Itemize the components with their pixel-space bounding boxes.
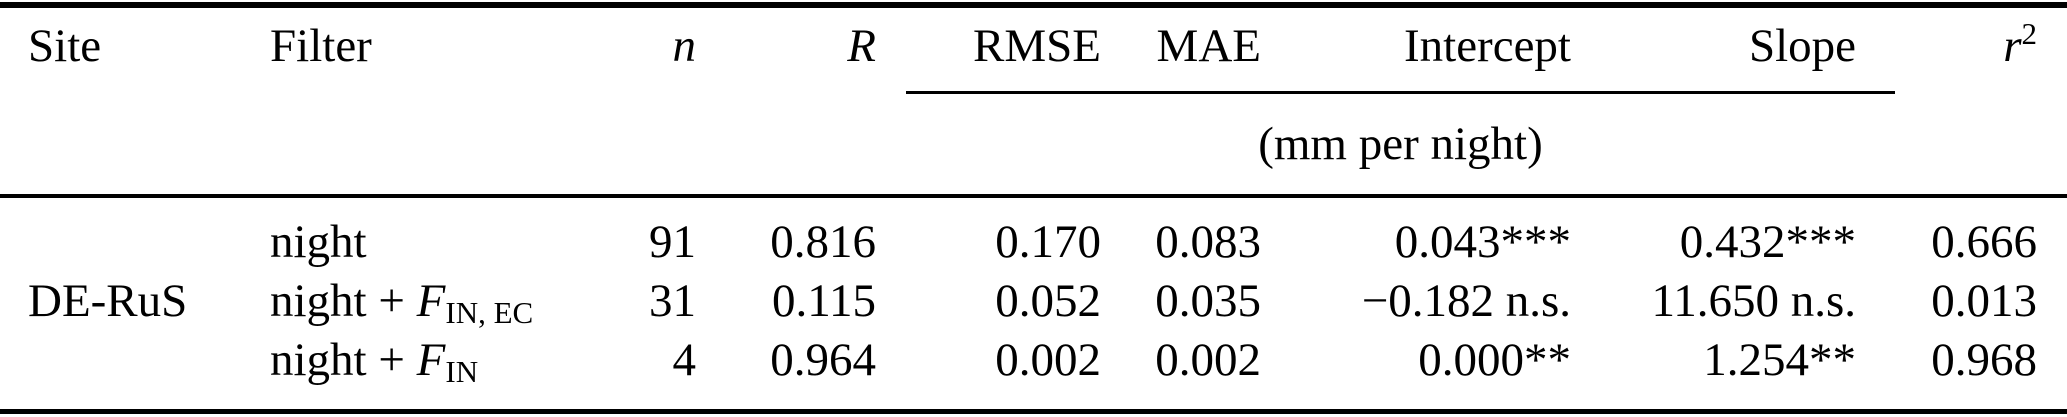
intercept-value: 0.043 (1394, 216, 1501, 268)
results-table: Site Filter n R RMSE MAE Intercept Slope… (0, 0, 2067, 390)
r2-cell: 0.666 (1931, 216, 2037, 268)
R-cell: 0.964 (770, 334, 876, 386)
r2-cell: 0.968 (1931, 334, 2037, 386)
intercept-cell: 0.000** (1265, 331, 1575, 390)
filter-variable: F (416, 334, 446, 386)
filter-base: night (270, 216, 367, 268)
intercept-value: 0.000 (1418, 334, 1524, 386)
col-header-n: n (672, 20, 697, 72)
col-header-site: Site (28, 20, 102, 72)
filter-subscript: IN (445, 353, 479, 389)
intercept-significance-stars: ** (1524, 334, 1571, 386)
filter-cell: night (250, 197, 640, 272)
filter-subscript: IN, EC (445, 294, 534, 330)
r2-header-exponent: 2 (2021, 15, 2037, 51)
intercept-significance-note: n.s. (1493, 275, 1571, 327)
rmse-to-slope-rule (906, 91, 1895, 94)
slope-significance-stars: ** (1809, 334, 1856, 386)
col-header-R: R (847, 20, 876, 72)
filter-operator: + (366, 275, 417, 327)
slope-value: 1.254 (1703, 334, 1809, 386)
table-row: DE-RuS night 91 0.816 0.170 0.083 0.043*… (0, 197, 2067, 325)
slope-value: 11.650 (1651, 275, 1779, 327)
slope-cell: 11.650 n.s. (1575, 272, 1860, 331)
unit-subheader: (mm per night) (1258, 118, 1543, 170)
bottom-rule (0, 409, 2067, 414)
slope-significance-note: n.s. (1778, 275, 1856, 327)
mae-cell: 0.002 (1155, 334, 1261, 386)
n-cell: 31 (649, 275, 696, 327)
rmse-cell: 0.052 (995, 275, 1101, 327)
filter-cell: night + FIN (250, 331, 640, 390)
filter-base: night (270, 275, 367, 327)
filter-operator: + (366, 334, 417, 386)
col-header-r2: r2 (1860, 0, 2067, 93)
R-cell: 0.816 (770, 216, 876, 268)
R-cell: 0.115 (771, 275, 876, 327)
col-header-filter: Filter (270, 20, 372, 72)
filter-variable: F (416, 275, 446, 327)
site-cell: DE-RuS (28, 275, 188, 327)
unit-spacer-cell (0, 93, 2067, 197)
unit-spacer-row (0, 93, 2067, 197)
intercept-cell: 0.043*** (1265, 197, 1575, 272)
n-cell: 4 (672, 334, 697, 386)
slope-cell: 0.432*** (1575, 197, 1860, 272)
slope-value: 0.432 (1679, 216, 1786, 268)
rmse-cell: 0.170 (995, 216, 1101, 268)
intercept-cell: −0.182 n.s. (1265, 272, 1575, 331)
mae-cell: 0.083 (1155, 216, 1261, 268)
col-header-slope: Slope (1748, 20, 1856, 72)
table-row: night + FIN 4 0.964 0.002 0.002 0.000** … (0, 331, 2067, 390)
col-header-intercept: Intercept (1403, 20, 1571, 72)
slope-cell: 1.254** (1575, 331, 1860, 390)
col-header-mae: MAE (1156, 20, 1261, 72)
mae-cell: 0.035 (1155, 275, 1261, 327)
r2-header-base: r (2003, 20, 2022, 72)
table-row: night + FIN, EC 31 0.115 0.052 0.035 −0.… (0, 272, 2067, 331)
header-body-rule (0, 194, 2067, 198)
top-rule (0, 2, 2067, 8)
slope-significance-stars: *** (1785, 216, 1857, 268)
filter-base: night (270, 334, 367, 386)
intercept-value: −0.182 (1361, 275, 1494, 327)
filter-cell: night + FIN, EC (250, 272, 640, 331)
col-header-rmse: RMSE (973, 20, 1101, 72)
header-row: Site Filter n R RMSE MAE Intercept Slope… (0, 0, 2067, 93)
intercept-significance-stars: *** (1500, 216, 1572, 268)
rmse-cell: 0.002 (995, 334, 1101, 386)
r2-cell: 0.013 (1931, 275, 2037, 327)
n-cell: 91 (649, 216, 696, 268)
